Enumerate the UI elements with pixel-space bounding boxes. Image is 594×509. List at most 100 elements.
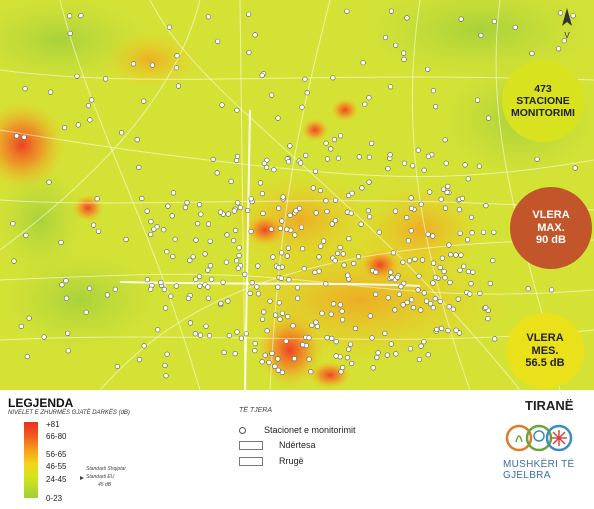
station-marker[interactable] xyxy=(557,10,564,16)
station-marker[interactable] xyxy=(393,351,399,357)
station-marker[interactable] xyxy=(205,267,211,273)
station-marker[interactable] xyxy=(477,290,483,297)
station-marker[interactable] xyxy=(123,236,129,243)
station-marker[interactable] xyxy=(384,352,390,358)
station-marker[interactable] xyxy=(337,302,343,308)
station-marker[interactable] xyxy=(312,269,318,276)
station-marker[interactable] xyxy=(255,263,261,269)
station-marker[interactable] xyxy=(442,137,448,143)
station-marker[interactable] xyxy=(438,196,444,202)
station-marker[interactable] xyxy=(369,335,375,341)
station-marker[interactable] xyxy=(331,301,337,307)
station-marker[interactable] xyxy=(329,335,335,342)
station-marker[interactable] xyxy=(455,296,461,302)
station-marker[interactable] xyxy=(235,265,241,271)
station-marker[interactable] xyxy=(284,253,290,259)
station-marker[interactable] xyxy=(205,14,211,20)
station-marker[interactable] xyxy=(292,232,298,238)
station-marker[interactable] xyxy=(41,334,47,340)
station-marker[interactable] xyxy=(453,327,459,333)
station-marker[interactable] xyxy=(415,147,421,153)
station-marker[interactable] xyxy=(360,60,366,66)
station-marker[interactable] xyxy=(434,326,440,333)
station-marker[interactable] xyxy=(445,328,451,334)
station-marker[interactable] xyxy=(271,167,277,173)
station-marker[interactable] xyxy=(437,264,443,271)
station-marker[interactable] xyxy=(344,355,351,361)
station-marker[interactable] xyxy=(67,30,73,37)
station-marker[interactable] xyxy=(376,229,382,235)
station-marker[interactable] xyxy=(352,325,359,332)
station-marker[interactable] xyxy=(301,266,307,272)
station-marker[interactable] xyxy=(458,252,464,258)
station-marker[interactable] xyxy=(170,190,177,196)
station-marker[interactable] xyxy=(410,163,416,169)
station-marker[interactable] xyxy=(409,297,415,303)
station-marker[interactable] xyxy=(210,156,216,162)
station-marker[interactable] xyxy=(221,349,227,356)
station-marker[interactable] xyxy=(433,103,439,110)
station-marker[interactable] xyxy=(333,353,339,359)
station-marker[interactable] xyxy=(18,323,24,330)
station-marker[interactable] xyxy=(220,279,226,285)
station-marker[interactable] xyxy=(433,274,439,281)
station-marker[interactable] xyxy=(570,13,576,19)
station-marker[interactable] xyxy=(340,251,346,257)
station-marker[interactable] xyxy=(318,243,324,249)
station-marker[interactable] xyxy=(432,296,438,302)
station-marker[interactable] xyxy=(276,300,282,306)
station-marker[interactable] xyxy=(328,146,334,152)
station-marker[interactable] xyxy=(487,280,493,287)
station-marker[interactable] xyxy=(389,274,395,281)
station-marker[interactable] xyxy=(421,290,427,296)
station-marker[interactable] xyxy=(348,210,354,216)
station-marker[interactable] xyxy=(366,154,373,160)
station-marker[interactable] xyxy=(440,186,447,192)
station-marker[interactable] xyxy=(14,133,20,139)
station-marker[interactable] xyxy=(151,226,157,232)
station-marker[interactable] xyxy=(430,233,436,239)
station-marker[interactable] xyxy=(286,159,292,165)
station-marker[interactable] xyxy=(439,325,445,332)
station-marker[interactable] xyxy=(346,346,352,352)
station-marker[interactable] xyxy=(136,164,142,170)
station-marker[interactable] xyxy=(234,258,240,264)
station-marker[interactable] xyxy=(329,221,335,227)
station-marker[interactable] xyxy=(373,269,379,275)
station-marker[interactable] xyxy=(261,309,267,315)
station-marker[interactable] xyxy=(430,88,437,94)
station-marker[interactable] xyxy=(168,293,174,299)
station-marker[interactable] xyxy=(410,305,417,311)
station-marker[interactable] xyxy=(388,8,395,14)
station-marker[interactable] xyxy=(319,310,325,316)
station-marker[interactable] xyxy=(306,356,312,362)
station-marker[interactable] xyxy=(442,205,449,211)
station-marker[interactable] xyxy=(337,133,344,139)
station-marker[interactable] xyxy=(248,228,254,235)
station-marker[interactable] xyxy=(207,263,213,269)
station-marker[interactable] xyxy=(46,179,52,185)
station-marker[interactable] xyxy=(367,214,373,220)
station-marker[interactable] xyxy=(192,331,198,337)
station-marker[interactable] xyxy=(245,207,251,214)
station-marker[interactable] xyxy=(534,156,540,162)
station-marker[interactable] xyxy=(264,328,270,334)
station-marker[interactable] xyxy=(457,267,463,273)
station-marker[interactable] xyxy=(259,72,265,78)
station-marker[interactable] xyxy=(312,168,319,174)
station-marker[interactable] xyxy=(458,16,464,22)
station-marker[interactable] xyxy=(172,236,178,242)
station-marker[interactable] xyxy=(259,359,265,365)
station-marker[interactable] xyxy=(425,352,431,358)
station-marker[interactable] xyxy=(198,211,204,217)
station-marker[interactable] xyxy=(184,200,190,206)
station-marker[interactable] xyxy=(207,238,213,244)
station-marker[interactable] xyxy=(144,208,150,214)
station-marker[interactable] xyxy=(468,214,475,220)
station-marker[interactable] xyxy=(303,152,309,158)
station-marker[interactable] xyxy=(465,237,471,243)
station-marker[interactable] xyxy=(280,194,286,200)
station-marker[interactable] xyxy=(548,287,555,293)
station-marker[interactable] xyxy=(359,185,365,191)
station-marker[interactable] xyxy=(373,291,379,298)
